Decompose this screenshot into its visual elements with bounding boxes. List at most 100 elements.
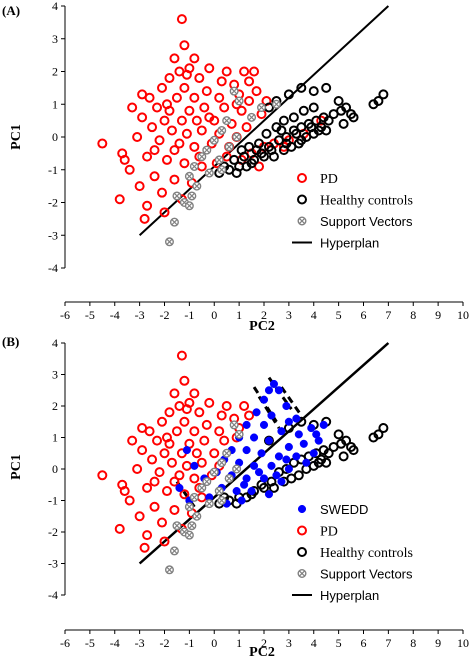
data-point [164,407,175,418]
data-point [179,489,190,500]
data-point [174,138,185,149]
support-vector-cross [181,528,188,536]
data-point [278,115,289,126]
data-point [190,461,199,470]
panel-b-x-tick-label: -6 [60,636,70,650]
panel-b-y-tick-label: -1 [48,494,58,508]
support-vector-cross [231,421,238,428]
data-point [284,464,293,474]
data-point [204,499,214,509]
data-point [164,565,174,575]
data-point [197,152,207,162]
legend-label: Support Vectors [320,214,413,229]
data-point [298,105,309,116]
data-point [166,457,177,468]
panel-a-series-support-vectors [164,86,281,247]
data-point [271,99,281,109]
data-point [239,401,250,411]
support-vector-cross [231,88,238,95]
data-point [257,103,267,113]
panel-b-x-axis-label: PC2 [249,645,275,656]
data-point [159,536,170,547]
data-point [169,388,180,399]
data-point [172,521,182,531]
data-point [221,66,232,77]
data-point [259,151,269,162]
data-point [234,429,244,439]
data-point [314,436,323,445]
data-point [187,191,197,201]
support-vector-cross [166,238,173,245]
legend-label: PD [320,525,338,540]
data-point [293,470,304,481]
data-point [189,426,200,437]
panel-b-y-axis-label: PC1 [9,454,24,480]
support-vector-cross [186,202,193,209]
data-point [237,496,246,505]
data-point [209,448,220,459]
data-point [277,427,286,436]
panel-a-x-tick-label: -1 [184,308,194,322]
legend-marker-swatch [297,194,307,205]
data-point [196,457,207,468]
panel-b-x-tick-label: 2 [261,636,267,650]
panel-b-y-tick-label: -2 [48,525,58,539]
data-point [299,439,308,448]
data-point [132,464,143,474]
data-point [214,92,225,103]
panel-b-margin-segment [252,386,278,423]
panel-b-x-tick-label: 6 [361,636,367,650]
data-point [134,511,145,522]
support-vector-cross [258,104,265,111]
data-point [201,86,212,97]
data-point [217,125,227,135]
data-point [249,66,260,77]
data-point [321,82,332,93]
data-point [189,141,200,152]
support-vector-cross [211,137,218,144]
panel-a-x-tick-label: -2 [160,308,170,322]
data-point [274,452,283,461]
data-point [189,492,199,502]
data-point [214,426,225,437]
data-point [196,161,207,172]
panel-a-y-tick-label: -4 [48,261,58,275]
support-vector-cross [223,450,230,457]
data-point [338,451,349,462]
data-point [159,448,170,459]
data-point [247,487,256,496]
data-point [294,430,303,439]
support-vector-cross [236,97,243,104]
support-vector-cross [191,163,198,170]
data-point [292,414,301,423]
panel-a-x-tick-label: -4 [110,308,120,322]
panel-b-y-tick-label: 4 [52,336,58,350]
panel-a-legend: PD Healthy controls Support Vectors Hyperpl… [292,172,413,251]
data-point [241,122,252,133]
data-point [137,445,148,456]
support-vector-cross [216,156,223,163]
data-point [169,53,180,64]
data-point [268,482,279,493]
data-point [157,82,168,93]
data-point [378,423,389,434]
data-point [199,435,210,446]
data-point [202,145,212,155]
panel-b-y-tick-label: 0 [52,462,58,476]
support-vector-cross [171,219,178,226]
data-point [182,446,191,455]
support-vector-cross [236,431,243,438]
data-point [264,490,274,499]
panel-b-x-tick-label: 4 [311,636,317,650]
data-point [217,458,227,468]
support-vector-cross [233,133,240,141]
data-point [308,102,319,113]
data-point [239,151,250,162]
panel-a-series-healthy-controls [214,82,389,179]
data-point [202,477,212,487]
data-point [259,395,269,404]
data-point [291,128,302,139]
data-point [139,542,150,553]
support-vector-cross [211,469,218,476]
